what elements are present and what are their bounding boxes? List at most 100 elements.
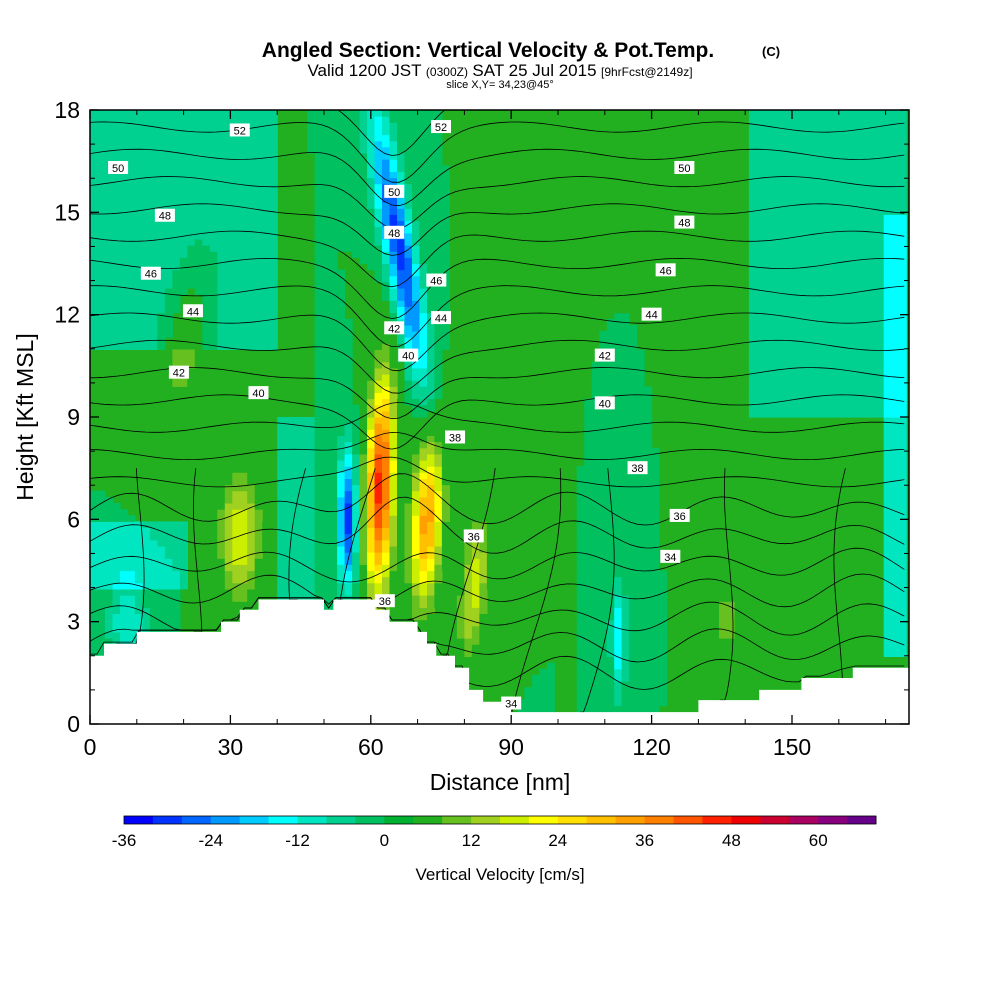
velocity-cell [329,466,338,473]
velocity-cell [344,380,353,387]
velocity-cell [359,509,368,516]
velocity-cell [591,441,600,449]
velocity-cell [614,435,623,443]
velocity-cell [434,140,443,148]
velocity-cell [382,349,391,357]
velocity-cell [382,460,391,467]
velocity-cell [374,122,383,129]
velocity-cell [651,159,660,166]
velocity-cell [479,619,488,627]
velocity-cell [644,300,653,307]
velocity-cell [322,343,331,350]
velocity-cell [142,159,151,166]
velocity-cell [127,324,136,332]
velocity-cell [546,214,555,222]
velocity-cell [382,281,391,289]
velocity-cell [97,595,106,602]
velocity-cell [232,447,241,455]
velocity-cell [606,509,615,516]
velocity-cell [651,644,660,651]
velocity-cell [149,116,158,123]
velocity-cell [569,208,578,215]
velocity-cell [591,435,600,443]
velocity-cell [224,159,233,166]
velocity-cell [217,269,226,277]
velocity-cell [539,159,548,166]
velocity-cell [427,533,436,541]
velocity-cell [382,331,391,338]
velocity-cell [374,226,383,234]
velocity-cell [322,410,331,418]
velocity-cell [486,539,495,547]
velocity-cell [644,208,653,215]
velocity-cell [120,245,129,252]
velocity-cell [254,527,263,535]
velocity-cell [546,687,555,694]
velocity-cell [239,570,248,578]
velocity-cell [224,128,233,136]
velocity-cell [329,429,338,436]
velocity-cell [149,552,158,559]
velocity-cell [239,601,248,608]
velocity-cell [636,110,645,117]
velocity-cell [254,189,263,197]
velocity-cell [614,472,623,479]
velocity-cell [404,392,413,400]
velocity-cell [404,337,413,344]
velocity-cell [666,214,675,222]
velocity-cell [666,306,675,314]
velocity-cell [606,288,615,295]
velocity-cell [389,392,398,400]
velocity-cell [681,281,690,289]
velocity-cell [614,306,623,314]
subtitle-forecast: [9hrFcst@2149z] [601,65,693,79]
velocity-cell [120,251,129,258]
velocity-cell [621,238,630,246]
velocity-cell [142,153,151,160]
velocity-cell [397,177,406,185]
velocity-cell [434,196,443,203]
velocity-cell [659,687,668,694]
velocity-cell [389,134,398,142]
velocity-cell [307,576,316,584]
velocity-cell [217,582,226,590]
velocity-cell [584,515,593,522]
velocity-cell [254,288,263,295]
velocity-cell [337,429,346,436]
velocity-cell [322,515,331,522]
velocity-cell [149,202,158,209]
velocity-cell [576,140,585,148]
velocity-cell [374,576,383,584]
velocity-cell [239,496,248,504]
velocity-cell [531,196,540,203]
velocity-cell [172,294,181,301]
velocity-cell [157,189,166,197]
velocity-cell [606,331,615,338]
velocity-cell [464,625,473,633]
velocity-cell [546,140,555,148]
velocity-cell [314,564,323,572]
velocity-cell [232,245,241,252]
velocity-cell [120,153,129,160]
velocity-cell [194,202,203,209]
velocity-cell [621,453,630,461]
velocity-cell [247,275,256,283]
velocity-cell [599,269,608,277]
velocity-cell [419,196,428,203]
velocity-cell [179,128,188,136]
velocity-cell [614,564,623,572]
velocity-cell [614,374,623,381]
velocity-cell [179,539,188,547]
velocity-cell [419,619,428,627]
velocity-cell [434,288,443,295]
velocity-cell [591,447,600,455]
velocity-cell [105,245,114,252]
velocity-cell [202,146,211,154]
velocity-cell [164,417,173,424]
velocity-cell [209,214,218,222]
velocity-cell [217,275,226,283]
velocity-cell [329,116,338,123]
velocity-cell [636,116,645,123]
velocity-cell [427,441,436,449]
velocity-cell [292,539,301,547]
